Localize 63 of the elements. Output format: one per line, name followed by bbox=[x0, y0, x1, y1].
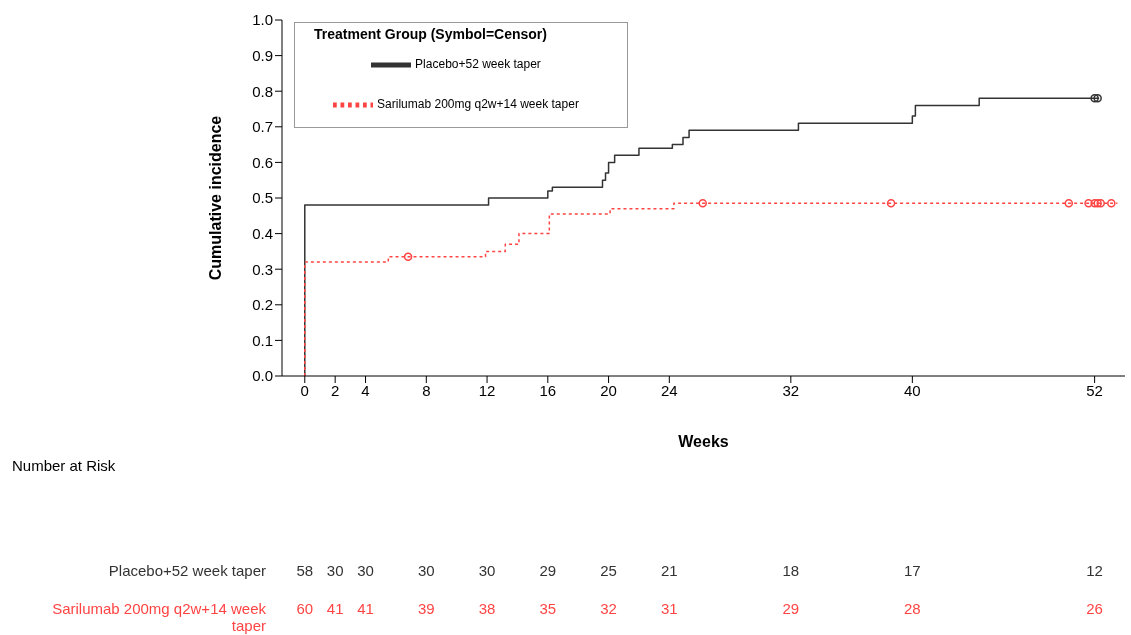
text: 60 bbox=[296, 600, 314, 617]
legend-label: Placebo+52 week taper bbox=[415, 57, 541, 72]
y-tick-label: 0.0 bbox=[252, 367, 273, 385]
point bbox=[886, 199, 896, 208]
x-tick-label: 8 bbox=[422, 381, 431, 399]
x-tick-label: 16 bbox=[539, 381, 557, 399]
text: 41 bbox=[357, 600, 374, 617]
y-axis-title: Cumulative incidence bbox=[206, 115, 224, 281]
y-tick-label: 0.4 bbox=[252, 224, 273, 242]
point bbox=[1093, 199, 1102, 208]
text: 18 bbox=[782, 562, 800, 579]
legend-title: Treatment Group (Symbol=Censor) bbox=[313, 26, 547, 42]
text: 30 bbox=[357, 562, 374, 579]
legend-label: Sarilumab 200mg q2w+14 week taper bbox=[377, 97, 579, 112]
x-tick-label: 0 bbox=[300, 381, 309, 399]
x-tick-label: 4 bbox=[361, 381, 370, 399]
y-tick-label: 0.5 bbox=[252, 189, 273, 207]
text: 30 bbox=[326, 562, 344, 579]
x-tick-label: 2 bbox=[330, 381, 340, 399]
y-tick-label: 0.9 bbox=[252, 46, 273, 64]
text: 25 bbox=[600, 562, 617, 579]
text: 29 bbox=[539, 562, 557, 579]
x-tick-label: 52 bbox=[1086, 381, 1103, 399]
text: 28 bbox=[904, 600, 921, 617]
y-tick-label: 0.1 bbox=[252, 331, 273, 349]
text: 39 bbox=[417, 600, 435, 617]
text: 17 bbox=[904, 562, 921, 579]
text: 29 bbox=[782, 600, 800, 617]
point bbox=[1093, 94, 1102, 103]
text: 12 bbox=[1086, 562, 1103, 579]
text: 21 bbox=[660, 562, 678, 579]
y-tick-label: 0.6 bbox=[252, 153, 273, 171]
text: 32 bbox=[600, 600, 617, 617]
y-tick-label: 0.8 bbox=[252, 82, 273, 100]
text: 58 bbox=[296, 562, 314, 579]
y-tick-label: 0.3 bbox=[252, 260, 273, 278]
point bbox=[1064, 199, 1074, 208]
x-axis-title: Weeks bbox=[678, 433, 729, 450]
text: 35 bbox=[539, 600, 557, 617]
text: 30 bbox=[417, 562, 435, 579]
point bbox=[698, 199, 707, 208]
y-tick-label: 0.2 bbox=[252, 296, 273, 314]
text: Number at Risk bbox=[12, 457, 116, 474]
text: 30 bbox=[478, 562, 496, 579]
point bbox=[1090, 94, 1099, 103]
point bbox=[1107, 199, 1116, 208]
x-tick-label: 32 bbox=[782, 381, 800, 399]
text: Placebo+52 week taper bbox=[108, 562, 266, 579]
x-tick-label: 40 bbox=[904, 381, 921, 399]
x-tick-label: 24 bbox=[660, 381, 678, 399]
point bbox=[1090, 199, 1099, 208]
point bbox=[1084, 199, 1093, 208]
x-tick-label: 12 bbox=[478, 381, 496, 399]
x-tick-label: 20 bbox=[600, 381, 617, 399]
y-tick-label: 0.7 bbox=[252, 118, 273, 136]
y-tick-label: 1.0 bbox=[252, 11, 273, 29]
point bbox=[403, 252, 413, 261]
text: 31 bbox=[660, 600, 678, 617]
text: 26 bbox=[1086, 600, 1103, 617]
text: 38 bbox=[478, 600, 496, 617]
text: 41 bbox=[326, 600, 344, 617]
text: Sarilumab 200mg q2w+14 week taper bbox=[52, 600, 266, 634]
point bbox=[1096, 199, 1105, 208]
